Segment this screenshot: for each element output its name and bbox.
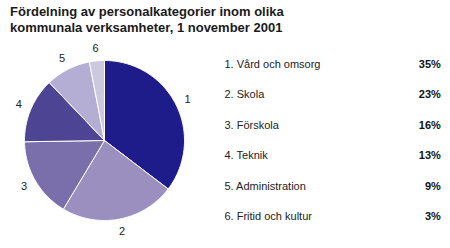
svg-text:3: 3 (21, 180, 27, 192)
svg-text:4: 4 (16, 98, 22, 110)
svg-text:16%: 16% (419, 119, 441, 131)
html-text:Fördelning av personalkategori: Fördelning av personalkategorier inom ol… (10, 4, 284, 35)
svg-text:5: 5 (59, 52, 65, 64)
svg-text:9%: 9% (425, 180, 441, 192)
svg-text:3. Förskola: 3. Förskola (225, 119, 280, 131)
svg-text:4. Teknik: 4. Teknik (225, 149, 269, 161)
svg-text:13%: 13% (419, 149, 441, 161)
svg-text:6: 6 (93, 42, 99, 54)
svg-text:2: 2 (119, 225, 125, 237)
svg-text:1. Vård och omsorg: 1. Vård och omsorg (225, 58, 321, 70)
svg-text:23%: 23% (419, 88, 441, 100)
svg-text:3%: 3% (425, 210, 441, 222)
svg-text:2. Skola: 2. Skola (225, 88, 266, 100)
svg-text:5. Administration: 5. Administration (225, 180, 306, 192)
svg-text:1: 1 (185, 93, 191, 105)
svg-text:6. Fritid och kultur: 6. Fritid och kultur (225, 210, 313, 222)
svg-text:35%: 35% (419, 58, 441, 70)
